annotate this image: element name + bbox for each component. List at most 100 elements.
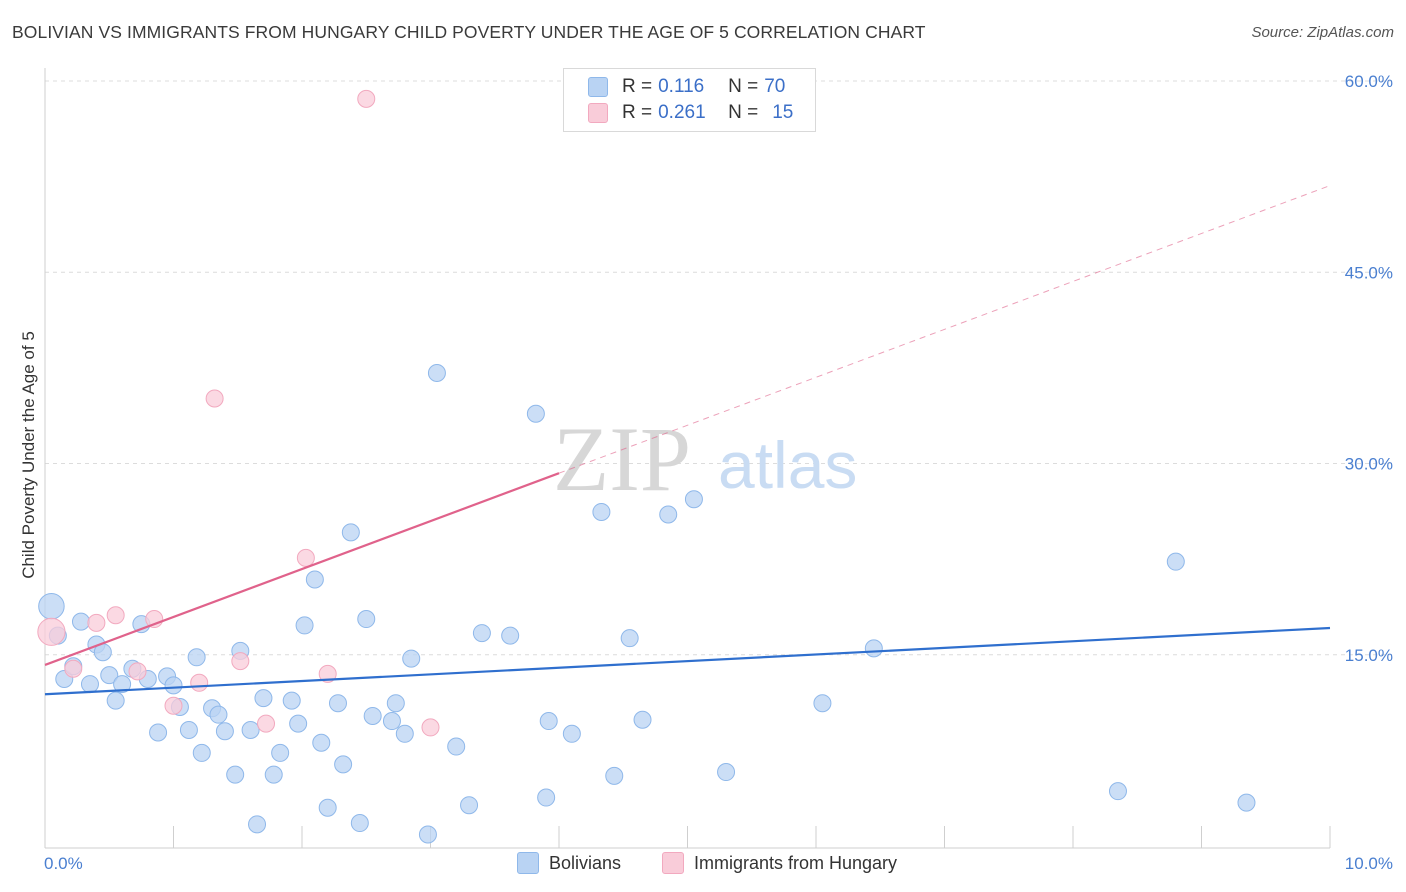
point-hungary xyxy=(318,664,337,683)
legend-n-value: 15 xyxy=(772,102,794,123)
point-bolivians xyxy=(187,648,206,667)
point-bolivians xyxy=(537,788,556,807)
point-hungary xyxy=(421,718,440,737)
point-bolivians xyxy=(38,593,65,620)
point-bolivians xyxy=(328,694,347,713)
watermark-zip: ZIP xyxy=(553,408,691,510)
point-hungary xyxy=(87,613,106,632)
point-bolivians xyxy=(418,825,437,844)
point-hungary xyxy=(296,548,315,567)
series-swatch-hungary xyxy=(662,852,684,874)
point-bolivians xyxy=(447,737,466,756)
point-bolivians xyxy=(149,723,168,742)
point-bolivians xyxy=(100,666,119,685)
point-bolivians xyxy=(305,570,324,589)
series-legend-bolivians[interactable]: Bolivians xyxy=(517,852,621,874)
point-bolivians xyxy=(295,616,314,635)
point-bolivians xyxy=(659,505,678,524)
point-hungary xyxy=(190,673,209,692)
y-tick-label: 60.0% xyxy=(1345,72,1393,91)
point-bolivians xyxy=(382,712,401,731)
point-bolivians xyxy=(248,815,267,834)
x-tick-label: 10.0% xyxy=(1345,854,1393,873)
point-bolivians xyxy=(271,743,290,762)
series-label-hungary: Immigrants from Hungary xyxy=(694,852,898,873)
point-bolivians xyxy=(605,766,624,785)
point-bolivians xyxy=(526,404,545,423)
point-bolivians xyxy=(334,755,353,774)
point-hungary xyxy=(257,714,276,733)
point-bolivians xyxy=(282,691,301,710)
point-bolivians xyxy=(813,694,832,713)
point-bolivians xyxy=(318,798,337,817)
series-legend: Bolivians Immigrants from Hungary xyxy=(0,852,1406,878)
point-bolivians xyxy=(179,720,198,739)
point-hungary xyxy=(37,617,66,646)
point-bolivians xyxy=(312,733,331,752)
point-bolivians xyxy=(1237,793,1256,812)
series-label-bolivians: Bolivians xyxy=(549,852,622,873)
point-bolivians xyxy=(427,363,446,382)
point-bolivians xyxy=(501,626,520,645)
legend-r-label: R = xyxy=(622,76,653,97)
point-bolivians xyxy=(633,710,652,729)
gridlines xyxy=(45,80,1392,656)
point-hungary xyxy=(164,696,183,715)
point-bolivians xyxy=(241,720,260,739)
legend-row-bolivians: R = 0.116 N = 70 xyxy=(588,75,785,99)
point-bolivians xyxy=(717,763,736,782)
point-bolivians xyxy=(864,639,883,658)
legend-n-value: 70 xyxy=(764,76,786,97)
point-bolivians xyxy=(395,724,414,743)
x-tick-label: 0.0% xyxy=(44,854,83,873)
point-bolivians xyxy=(1166,552,1185,571)
point-bolivians xyxy=(350,814,369,833)
legend-r-value: 0.261 xyxy=(658,102,706,123)
chart-title: BOLIVIAN VS IMMIGRANTS FROM HUNGARY CHIL… xyxy=(12,22,926,42)
point-bolivians xyxy=(363,706,382,725)
point-bolivians xyxy=(460,796,479,815)
y-axis-label: Child Poverty Under the Age of 5 xyxy=(19,331,38,579)
trend-line-hungary xyxy=(44,472,560,666)
trend-line-bolivians xyxy=(44,626,1331,696)
point-bolivians xyxy=(71,612,90,631)
correlation-legend: R = 0.116 N = 70 R = 0.261 N = 15 xyxy=(563,68,816,132)
point-bolivians xyxy=(226,765,245,784)
point-bolivians xyxy=(620,629,639,648)
series-legend-hungary[interactable]: Immigrants from Hungary xyxy=(662,852,897,874)
point-bolivians xyxy=(592,502,611,521)
point-bolivians xyxy=(357,610,376,629)
point-bolivians xyxy=(106,691,125,710)
point-hungary xyxy=(231,652,250,671)
point-bolivians xyxy=(289,714,308,733)
point-hungary xyxy=(106,606,125,625)
point-hungary xyxy=(64,659,83,678)
point-bolivians xyxy=(209,705,228,724)
trend-lines xyxy=(44,185,1331,696)
point-bolivians xyxy=(472,624,491,643)
y-tick-label: 15.0% xyxy=(1345,646,1393,665)
point-bolivians xyxy=(539,712,558,731)
trend-line-hungary-extension xyxy=(558,185,1331,474)
y-tick-label: 30.0% xyxy=(1345,455,1393,474)
point-hungary xyxy=(128,662,147,681)
legend-r-label: R = xyxy=(622,102,653,123)
series-swatch-bolivians xyxy=(517,852,539,874)
point-bolivians xyxy=(402,649,421,668)
point-bolivians xyxy=(254,689,273,708)
point-bolivians xyxy=(684,490,703,509)
legend-r-value: 0.116 xyxy=(658,76,705,97)
watermark-atlas: atlas xyxy=(718,428,857,502)
point-bolivians xyxy=(341,523,360,542)
point-bolivians xyxy=(113,675,132,694)
legend-n-label: N = xyxy=(728,76,759,97)
data-points xyxy=(37,89,1256,844)
legend-row-hungary: R = 0.261 N = 15 xyxy=(588,101,793,125)
legend-n-label: N = xyxy=(728,102,759,123)
source-credit: Source: ZipAtlas.com xyxy=(1251,24,1394,41)
point-bolivians xyxy=(215,722,234,741)
point-bolivians xyxy=(80,675,99,694)
point-bolivians xyxy=(1108,782,1127,801)
point-hungary xyxy=(205,389,224,408)
